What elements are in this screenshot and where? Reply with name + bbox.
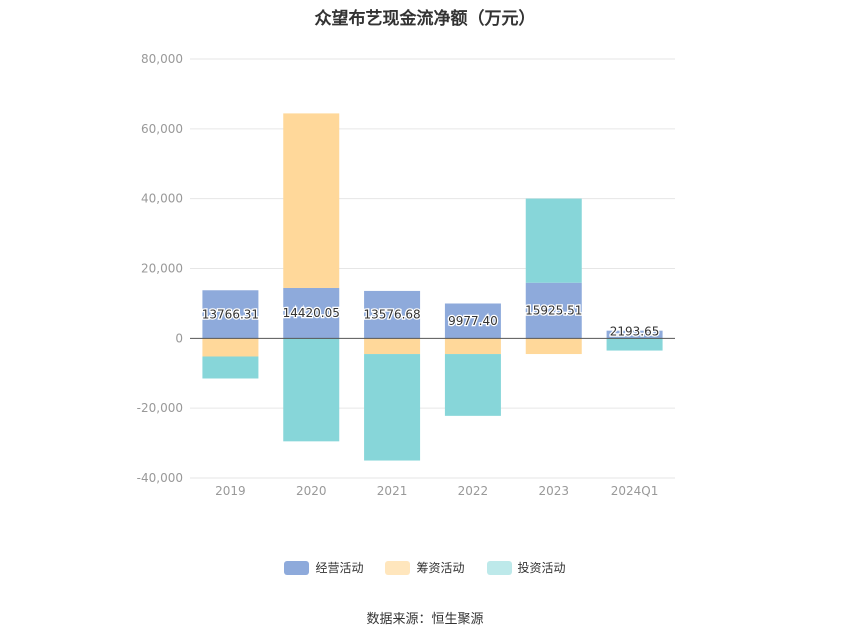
legend-item-financing[interactable]: 筹资活动: [385, 559, 465, 576]
x-tick-label: 2021: [377, 484, 408, 498]
data-label: 15925.51: [525, 304, 582, 318]
bar-0-2024Q1[interactable]: [606, 330, 663, 339]
source-note: 数据来源：恒生聚源: [366, 612, 484, 627]
legend-label-operating: 经营活动: [315, 561, 364, 575]
data-label: 14420.05: [283, 306, 340, 320]
bar-2-2021[interactable]: [364, 354, 421, 461]
y-tick-label: -20,000: [137, 401, 183, 415]
chart-title: 众望布艺现金流净额（万元）: [314, 9, 536, 29]
data-label: 13576.68: [363, 308, 420, 322]
legend-swatch-operating: [284, 560, 310, 575]
grid-layer: [190, 58, 675, 479]
bar-1-2019[interactable]: [202, 338, 259, 357]
x-tick-label: 2020: [296, 484, 327, 498]
y-tick-label: -40,000: [137, 471, 183, 485]
x-tick-label: 2022: [458, 484, 489, 498]
legend-swatch-investing: [486, 560, 512, 575]
bar-0-2019[interactable]: [202, 290, 259, 339]
bar-1-2023[interactable]: [525, 338, 582, 355]
legend-item-operating[interactable]: 经营活动: [284, 559, 363, 576]
bar-1-2021[interactable]: [364, 338, 421, 355]
legend-item-investing[interactable]: 投资活动: [486, 559, 566, 576]
bar-0-2023[interactable]: [525, 282, 582, 339]
axis-layer: 80,000 60,000 40,000 20,000 0 -20,000 -40,000 2…: [137, 52, 675, 498]
bar-1-2022[interactable]: [444, 338, 501, 355]
bar-0-2021[interactable]: [364, 290, 421, 339]
y-tick-label: 40,000: [141, 192, 183, 206]
bar-2-2024Q1[interactable]: [606, 338, 663, 351]
legend-swatch-financing: [385, 560, 411, 575]
x-tick-label: 2023: [538, 484, 569, 498]
x-tick-label: 2019: [215, 484, 246, 498]
bar-2-2020[interactable]: [283, 338, 340, 442]
bar-0-2020[interactable]: [283, 287, 340, 339]
label-layer: 13766.31 14420.05 13576.68 9977.40 15925.51 2…: [201, 302, 661, 339]
bar-2-2019[interactable]: [202, 356, 259, 379]
y-tick-label: 20,000: [141, 262, 183, 276]
legend-label-financing: 筹资活动: [416, 561, 465, 575]
y-tick-label: 0: [175, 331, 183, 345]
bar-2-2023[interactable]: [525, 198, 582, 283]
bar-2-2022[interactable]: [444, 354, 501, 416]
y-tick-label: 80,000: [141, 52, 183, 66]
data-label: 2193.65: [610, 324, 660, 338]
bar-0-2022[interactable]: [444, 303, 501, 339]
bar-layer: [202, 113, 663, 461]
legend-label-investing: 投资活动: [517, 561, 566, 575]
bar-1-2020[interactable]: [283, 113, 340, 288]
data-label: 9977.40: [448, 314, 498, 328]
y-tick-label: 60,000: [141, 122, 183, 136]
legend: 经营活动 筹资活动 投资活动: [0, 559, 850, 576]
x-tick-label: 2024Q1: [611, 484, 659, 498]
data-label: 13766.31: [202, 307, 259, 321]
